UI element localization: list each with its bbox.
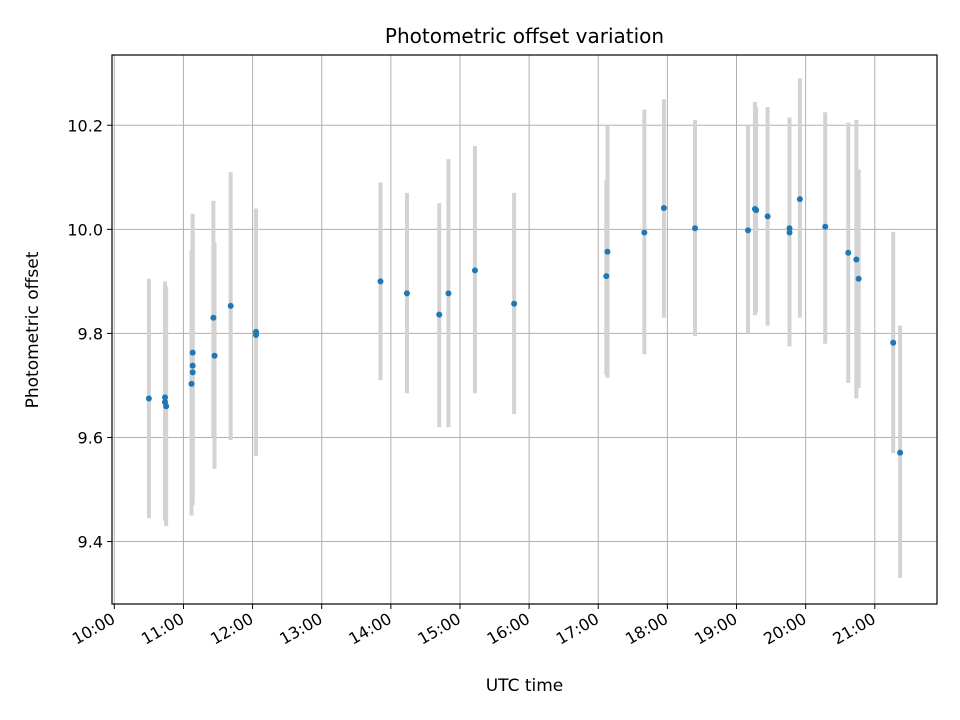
data-point xyxy=(227,302,234,309)
y-tick-label: 10.0 xyxy=(67,220,103,239)
x-tick-label: 15:00 xyxy=(415,609,464,649)
gridlines xyxy=(112,55,937,604)
data-point xyxy=(145,395,152,402)
data-point xyxy=(188,380,195,387)
chart-title: Photometric offset variation xyxy=(385,24,664,48)
x-tick-label: 17:00 xyxy=(553,609,602,649)
y-tick-label: 9.4 xyxy=(78,533,103,552)
x-tick-label: 18:00 xyxy=(622,609,671,649)
x-tick-label: 13:00 xyxy=(276,609,325,649)
data-points xyxy=(145,196,904,456)
data-point xyxy=(845,249,852,256)
data-point xyxy=(753,207,760,214)
plot-frame xyxy=(111,54,938,605)
data-point xyxy=(163,403,170,410)
data-point xyxy=(403,290,410,297)
y-axis-ticks: 9.4 9.6 9.8 10.0 10.2 xyxy=(67,116,112,552)
y-axis-label: Photometric offset xyxy=(23,251,43,408)
data-point xyxy=(162,394,169,401)
data-point xyxy=(796,196,803,203)
data-point xyxy=(603,273,610,280)
x-axis-ticks: 10:00 11:00 12:00 13:00 14:00 15:00 16:00 17:00… xyxy=(69,604,879,649)
data-point xyxy=(822,223,829,230)
data-point xyxy=(471,267,478,274)
data-point xyxy=(511,300,518,307)
data-point xyxy=(764,213,771,220)
data-point xyxy=(855,275,862,282)
data-point xyxy=(253,331,260,338)
y-tick-label: 9.8 xyxy=(78,324,103,343)
data-point xyxy=(853,256,860,263)
data-point xyxy=(641,229,648,236)
data-point xyxy=(692,225,699,232)
y-tick-label: 9.6 xyxy=(78,428,103,447)
data-point xyxy=(786,229,793,236)
x-axis-label: UTC time xyxy=(486,676,564,696)
x-tick-label: 14:00 xyxy=(345,609,394,649)
data-point xyxy=(745,227,752,234)
y-tick-label: 10.2 xyxy=(67,116,103,135)
data-point xyxy=(211,352,218,359)
data-point xyxy=(897,449,904,456)
data-point xyxy=(604,248,611,255)
x-tick-label: 10:00 xyxy=(69,609,118,649)
data-point xyxy=(377,278,384,285)
data-point xyxy=(189,349,196,356)
x-tick-label: 20:00 xyxy=(760,609,809,649)
data-point xyxy=(660,204,667,211)
error-bars xyxy=(146,78,903,578)
data-point xyxy=(210,314,217,321)
x-tick-label: 21:00 xyxy=(829,609,878,649)
data-point xyxy=(786,225,793,232)
data-point xyxy=(445,290,452,297)
x-tick-label: 19:00 xyxy=(691,609,740,649)
data-point xyxy=(189,362,196,369)
data-point xyxy=(189,369,196,376)
data-point xyxy=(436,311,443,318)
x-tick-label: 11:00 xyxy=(138,609,187,649)
data-point xyxy=(890,339,897,346)
x-tick-label: 12:00 xyxy=(207,609,256,649)
x-tick-label: 16:00 xyxy=(484,609,533,649)
